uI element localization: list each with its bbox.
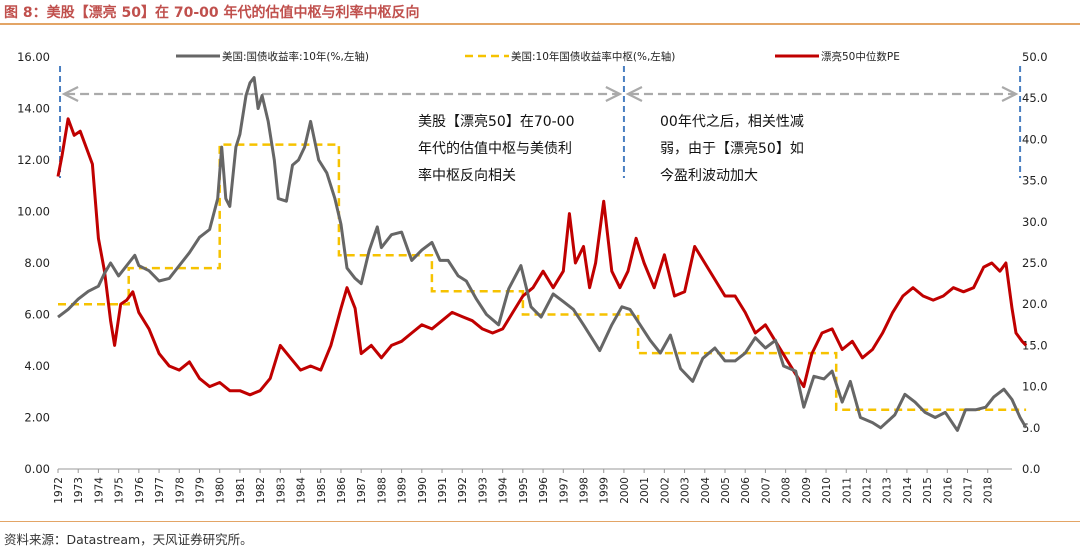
y-right-tick-label: 20.0: [1022, 297, 1048, 311]
annotation-left-line: 美股【漂亮50】在70-00: [418, 113, 575, 130]
x-tick-label: 1983: [275, 477, 287, 504]
x-tick-label: 2007: [760, 477, 772, 504]
x-tick-label: 1991: [437, 477, 449, 504]
x-tick-label: 1974: [93, 477, 105, 504]
y-left-tick-label: 2.00: [24, 411, 50, 425]
annotation-left-line: 率中枢反向相关: [418, 167, 516, 184]
x-tick-label: 1980: [215, 477, 227, 504]
legend-label: 美国:10年国债收益率中枢(%,左轴): [511, 50, 675, 63]
annotation-right-line: 弱，由于【漂亮50】如: [660, 140, 804, 157]
x-tick-label: 2003: [680, 477, 692, 504]
y-left-tick-label: 0.00: [24, 462, 50, 476]
y-left-tick-label: 4.00: [24, 359, 50, 373]
arrow-head-left: [61, 86, 79, 102]
annotation-right-line: 00年代之后，相关性减: [660, 114, 804, 130]
x-tick-label: 1997: [558, 477, 570, 504]
x-tick-label: 2011: [841, 477, 853, 504]
series-line-solid-red: [56, 117, 1028, 397]
x-tick-label: 2016: [942, 477, 954, 504]
x-tick-label: 1989: [397, 477, 409, 504]
legend-layer: 美国:国债收益率:10年(%,左轴) 美国:10年国债收益率中枢(%,左轴) 漂亮5…: [176, 50, 900, 63]
x-tick-label: 2012: [861, 477, 873, 504]
x-tick-label: 1978: [174, 477, 186, 504]
x-tick-label: 2010: [821, 477, 833, 504]
x-tick-label: 1981: [235, 477, 247, 504]
x-tick-label: 1996: [538, 477, 550, 504]
x-tick-label: 1973: [73, 477, 85, 504]
x-tick-label: 2015: [922, 477, 934, 504]
x-tick-label: 2014: [902, 477, 914, 504]
arrow-head-left: [625, 86, 643, 102]
x-tick-label: 1995: [518, 477, 530, 504]
figure-title: 图 8：美股【漂亮 50】在 70-00 年代的估值中枢与利率中枢反向: [4, 5, 420, 21]
x-tick-label: 1984: [296, 477, 308, 504]
legend-label: 美国:国债收益率:10年(%,左轴): [222, 50, 369, 63]
x-tick-label: 1998: [579, 477, 591, 504]
chart-area: 0.00 2.00 4.00 6.00 8.00 10.00 12.00 14.00 16.00…: [17, 50, 1048, 504]
x-tick-label: 2001: [639, 477, 651, 504]
x-tick-label: 1987: [356, 477, 368, 504]
bottom-divider: [0, 521, 1080, 522]
x-tick-label: 1976: [134, 477, 146, 504]
y-right-tick-label: 35.0: [1022, 174, 1048, 188]
x-tick-label: 1988: [376, 477, 388, 504]
axes-layer: 0.00 2.00 4.00 6.00 8.00 10.00 12.00 14.00 16.00…: [17, 50, 1048, 504]
y-right-tick-label: 45.0: [1022, 91, 1048, 105]
y-left-tick-label: 10.00: [17, 205, 50, 219]
y-left-tick-label: 8.00: [24, 256, 50, 270]
y-right-tick-label: 5.0: [1022, 421, 1040, 435]
legend-label: 漂亮50中位数PE: [821, 50, 900, 63]
annotation-right-line: 今盈利波动加大: [660, 168, 758, 184]
x-tick-label: 2008: [781, 477, 793, 504]
x-tick-label: 1972: [53, 477, 65, 504]
y-left-tick-label: 16.00: [17, 50, 50, 64]
x-tick-label: 2009: [801, 477, 813, 504]
x-tick-label: 2004: [700, 477, 712, 504]
x-tick-label: 1990: [417, 477, 429, 504]
y-right-tick-label: 50.0: [1022, 50, 1048, 64]
x-tick-label: 2017: [963, 477, 975, 504]
series-layer: [56, 76, 1028, 432]
x-tick-label: 1977: [154, 477, 166, 504]
y-right-tick-label: 30.0: [1022, 215, 1048, 229]
arrow-head-right: [1001, 86, 1019, 102]
y-left-tick-label: 12.00: [17, 153, 50, 167]
y-right-tick-label: 40.0: [1022, 132, 1048, 146]
x-tick-label: 2018: [983, 477, 995, 504]
y-left-tick-label: 6.00: [24, 308, 50, 322]
y-right-tick-label: 10.0: [1022, 380, 1048, 394]
x-tick-label: 1994: [498, 477, 510, 504]
x-tick-label: 1975: [114, 477, 126, 504]
x-tick-label: 2013: [882, 477, 894, 504]
x-tick-label: 1992: [457, 477, 469, 504]
arrow-head-right: [605, 86, 623, 102]
x-tick-label: 2002: [659, 477, 671, 504]
y-right-tick-label: 0.0: [1022, 462, 1040, 476]
y-left-tick-label: 14.00: [17, 102, 50, 116]
x-tick-label: 1993: [477, 477, 489, 504]
x-tick-label: 1985: [316, 477, 328, 504]
series-line-dashed-yellow: [58, 143, 1027, 412]
x-tick-label: 2000: [619, 477, 631, 504]
y-right-tick-label: 15.0: [1022, 338, 1048, 352]
x-tick-label: 1999: [599, 477, 611, 504]
series-line-solid-gray: [57, 76, 1028, 432]
top-divider: [0, 23, 1080, 25]
source-note: 资料来源：Datastream，天风证券研究所。: [4, 532, 253, 547]
annotation-left-line: 年代的估值中枢与美债利: [418, 141, 572, 157]
x-tick-label: 1982: [255, 477, 267, 504]
x-tick-label: 1979: [194, 477, 206, 504]
y-right-tick-label: 25.0: [1022, 256, 1048, 270]
x-tick-label: 2005: [720, 477, 732, 504]
x-tick-label: 1986: [336, 477, 348, 504]
x-tick-label: 2006: [740, 477, 752, 504]
